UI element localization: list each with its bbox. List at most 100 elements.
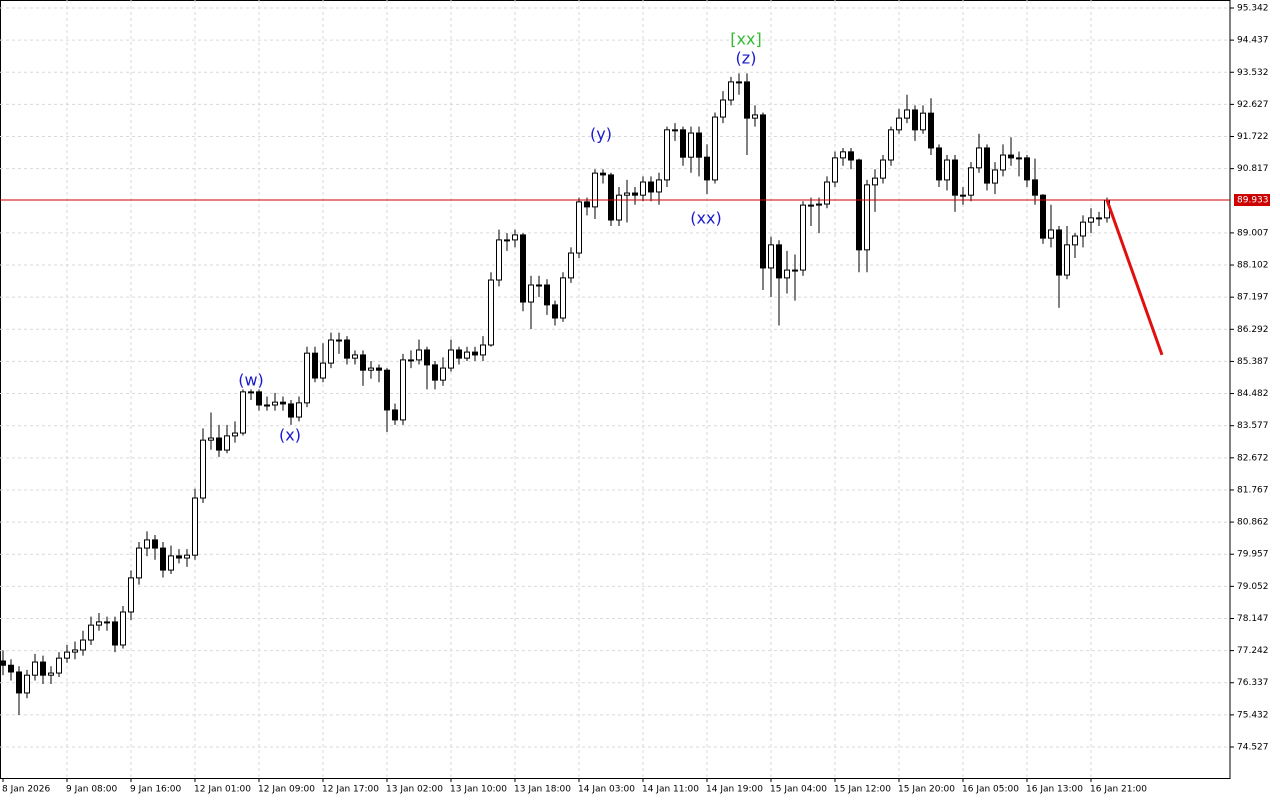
candle-body (24, 674, 30, 694)
candle-body (80, 639, 86, 651)
candle-body (120, 611, 126, 646)
candle-body (776, 244, 782, 279)
candle-body (104, 621, 110, 624)
candle-body (448, 349, 454, 369)
x-tick-label: 15 Jan 20:00 (898, 785, 955, 795)
y-tick-label: 84.482 (1237, 389, 1269, 399)
wave-label: (y) (590, 125, 612, 144)
candle-body (464, 351, 470, 359)
candle-body (336, 339, 342, 342)
x-tick-label: 14 Jan 11:00 (642, 785, 699, 795)
candle-body (96, 621, 102, 626)
candle-body (1040, 194, 1046, 239)
candle-body (992, 169, 998, 184)
candle-body (32, 661, 38, 676)
candle-body (272, 401, 278, 406)
x-tick-label: 9 Jan 08:00 (66, 785, 118, 795)
candle-body (944, 159, 950, 181)
candle-body (304, 352, 310, 404)
wave-label: (xx) (690, 209, 721, 228)
y-tick-label: 77.242 (1237, 646, 1269, 656)
x-tick-label: 15 Jan 12:00 (834, 785, 891, 795)
candle-body (832, 157, 838, 183)
x-tick-label: 16 Jan 05:00 (962, 785, 1019, 795)
candle-body (592, 172, 598, 208)
wave-label: (z) (736, 49, 757, 68)
candle-body (656, 179, 662, 193)
candle-body (720, 99, 726, 118)
candle-body (1064, 244, 1070, 276)
candle-body (784, 269, 790, 279)
candle-body (536, 284, 542, 287)
current-price-box (1234, 194, 1270, 207)
candle-body (352, 354, 358, 359)
x-tick-label: 14 Jan 03:00 (578, 785, 635, 795)
candle-body (736, 81, 742, 84)
candle-body (760, 114, 766, 269)
x-tick-label: 15 Jan 04:00 (770, 785, 827, 795)
candle-body (176, 555, 182, 559)
candle-body (168, 555, 174, 571)
candle-body (8, 664, 14, 673)
candle-body (984, 147, 990, 184)
candle-body (696, 132, 702, 158)
candle-body (504, 239, 510, 242)
y-tick-label: 79.957 (1237, 550, 1269, 560)
candle-body (816, 203, 822, 206)
wave-label: [xx] (730, 30, 761, 49)
candle-body (896, 117, 902, 131)
y-tick-label: 76.337 (1237, 678, 1269, 688)
candle-body (1016, 157, 1022, 160)
candle-body (1096, 217, 1102, 220)
candle-body (72, 649, 78, 653)
candle-body (160, 547, 166, 571)
candle-body (872, 177, 878, 186)
candle-body (392, 409, 398, 421)
x-tick-label: 8 Jan 2026 (2, 785, 50, 795)
candle-body (880, 159, 886, 179)
candle-body (728, 81, 734, 101)
y-tick-label: 94.437 (1237, 36, 1269, 46)
candle-body (752, 114, 758, 119)
candle-body (112, 621, 118, 646)
y-tick-label: 89.007 (1237, 228, 1269, 238)
candle-body (360, 354, 366, 371)
candle-body (456, 349, 462, 359)
y-tick-label: 74.527 (1237, 743, 1269, 753)
candle-body (88, 624, 94, 641)
candle-body (528, 284, 534, 303)
candle-body (552, 304, 558, 319)
candle-body (432, 364, 438, 381)
candle-body (640, 181, 646, 196)
candle-body (928, 112, 934, 149)
candle-body (792, 269, 798, 272)
x-tick-label: 13 Jan 18:00 (514, 785, 571, 795)
candle-body (1048, 229, 1054, 239)
candle-body (1032, 179, 1038, 196)
x-tick-label: 12 Jan 17:00 (322, 785, 379, 795)
candle-body (208, 437, 214, 441)
x-tick-label: 12 Jan 09:00 (258, 785, 315, 795)
candle-body (312, 352, 318, 379)
candle-body (40, 661, 46, 676)
current-price-label: 89.933 (1237, 196, 1269, 206)
plot-frame (0, 0, 1231, 779)
candle-body (808, 204, 814, 207)
candle-body (704, 156, 710, 181)
candle-body (64, 651, 70, 659)
x-tick-label: 9 Jan 16:00 (130, 785, 182, 795)
candle-body (264, 404, 270, 407)
candle-body (688, 132, 694, 158)
forecast-line (1105, 199, 1164, 356)
x-tick-label: 16 Jan 21:00 (1090, 785, 1147, 795)
y-tick-label: 83.577 (1237, 421, 1269, 431)
candle-body (280, 401, 286, 405)
candle-body (744, 81, 750, 119)
candle-body (1080, 221, 1086, 237)
candle-body (144, 539, 150, 549)
candle-body (136, 547, 142, 579)
candle-body (584, 201, 590, 208)
y-tick-label: 90.817 (1237, 164, 1269, 174)
candle-body (952, 159, 958, 196)
